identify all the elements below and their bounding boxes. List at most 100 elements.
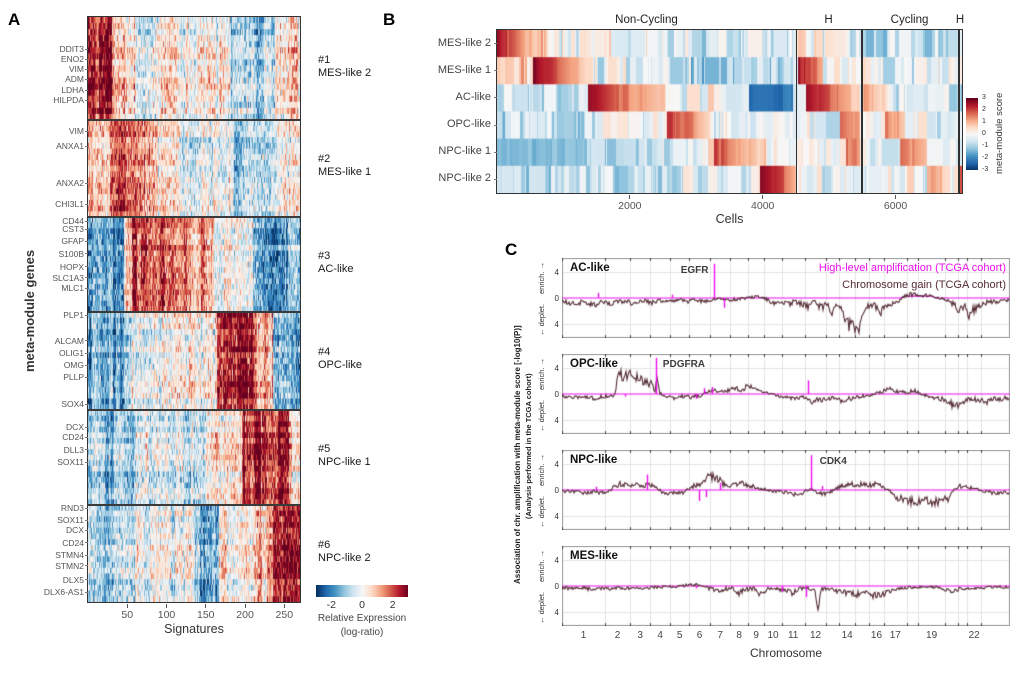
cluster-name: MES-like 1 [318, 166, 372, 179]
panel-b-section-divider [861, 30, 863, 193]
panel-a-x-tick [126, 604, 128, 608]
gene-tick [85, 253, 88, 255]
chromosome-label-8: 8 [736, 630, 742, 641]
gene-label: DLL3 [63, 444, 84, 455]
gene-tick [85, 314, 88, 316]
deplet-label: ← deplet. [537, 591, 546, 624]
panel-b-colorbar-tick: 0 [982, 130, 986, 137]
panel-c-x-axis-label: Chromosome [749, 646, 823, 660]
gene-label: ANXA2 [56, 178, 84, 189]
panel-b-row-label: NPC-like 2 [438, 172, 491, 185]
panel-a-colorbar [316, 585, 408, 597]
chromosome-label-5: 5 [676, 630, 683, 641]
gene-tick [85, 461, 88, 463]
gene-tick [85, 554, 88, 556]
panel-a-x-tick-label: 150 [197, 609, 215, 621]
gene-label: PLLP [63, 372, 84, 383]
panel-b-row-label: AC-like [455, 90, 491, 103]
panel-a-x-tick-label: 250 [275, 609, 294, 621]
panel-a-x-tick-label: 200 [236, 609, 254, 621]
gene-label: ANXA1 [56, 141, 84, 152]
panel-c-plot-ac-like [562, 258, 1010, 338]
panel-b-colorbar [966, 98, 978, 170]
panel-a-x-tick-label: 50 [121, 609, 134, 621]
enrich-label: enrich. → [537, 549, 546, 582]
panel-b-row-tick [494, 124, 497, 126]
gene-tick [85, 145, 88, 147]
gene-label: CD24 [62, 432, 84, 443]
gene-label: MLC1 [61, 283, 84, 294]
gene-tick [85, 340, 88, 341]
panel-b-x-tick-label: 2000 [618, 200, 642, 212]
gene-label: ADM [65, 74, 84, 84]
panel-a-block-divider [88, 216, 300, 218]
gene-tick [85, 376, 88, 378]
gene-label: OLIG1 [58, 348, 84, 359]
annotation-pdgfra: PDGFRA [662, 359, 706, 371]
chromosome-label-19: 19 [926, 630, 938, 641]
panel-b-row-tick [494, 178, 497, 180]
gene-label: STMN4 [55, 550, 84, 561]
panel-c-y-tick-label: 4 [554, 319, 559, 329]
panel-b-row-tick [494, 97, 497, 99]
chromosome-label-3: 3 [637, 630, 643, 641]
gene-label: RND3 [60, 503, 84, 514]
subplot-title-ac-like: AC-like [570, 262, 610, 274]
panel-c-y-tick-label: 4 [554, 556, 559, 566]
panel-a-x-axis-label: Signatures [164, 622, 224, 636]
gene-tick [85, 78, 88, 80]
cluster-number: #2 [318, 153, 331, 166]
gene-label: VIM [68, 64, 84, 75]
chromosome-label-2: 2 [614, 630, 621, 641]
panel-c-y-tick-label: 0 [554, 294, 559, 303]
panel-b-section-divider [958, 30, 960, 193]
cluster-number: #1 [318, 53, 331, 66]
panel-a-colorbar-tick: 0 [359, 599, 365, 611]
gene-tick [85, 89, 88, 91]
panel-b-x-tick [895, 195, 897, 199]
panel-b-x-tick [629, 195, 631, 199]
cluster-number: #4 [318, 346, 331, 359]
panel-b-x-tick [762, 195, 764, 199]
panel-c-y-axis-label-line1: Association of chr. amplification with m… [513, 325, 522, 584]
gene-tick [85, 579, 88, 581]
panel-c-plot-mes-like [562, 546, 1010, 626]
chromosome-label-11: 11 [787, 630, 799, 641]
chromosome-label-14: 14 [841, 630, 853, 641]
panel-c-y-tick-label: 4 [554, 364, 559, 374]
gene-tick [85, 240, 88, 242]
gene-tick [85, 426, 88, 428]
panel-b-section-label-2: Cycling [890, 14, 929, 26]
gene-tick [85, 228, 88, 230]
gene-label: LDHA [61, 85, 84, 96]
cluster-label: #2 MES-like 1 [318, 153, 371, 179]
gene-label: GFAP [61, 236, 84, 247]
gene-label: VIM [68, 126, 84, 137]
gene-label: S100B [58, 248, 84, 259]
subplot-title-opc-like: OPC-like [570, 358, 618, 370]
panel-c-plot-npc-like [562, 450, 1010, 530]
legend-chromosome-gain: Chromosome gain (TCGA cohort) [842, 279, 1006, 291]
gene-label: SLC1A3 [52, 272, 84, 283]
panel-b-letter: B [383, 10, 396, 29]
enrich-label: enrich. → [537, 261, 546, 294]
gene-tick [85, 266, 88, 268]
panel-b-x-axis-label: Cells [715, 212, 744, 226]
enrich-label: enrich. → [537, 357, 546, 390]
chromosome-label-12: 12 [810, 630, 822, 641]
cluster-label: #6 NPC-like 2 [318, 539, 371, 565]
gene-tick [85, 364, 88, 366]
gene-label: CD24 [62, 537, 84, 548]
annotation-egfr: EGFR [680, 265, 709, 277]
panel-b-row-label: MES-like 1 [437, 63, 491, 76]
chromosome-label-7: 7 [717, 630, 723, 641]
gene-label: STMN2 [55, 560, 84, 571]
annotation-cdk4: CDK4 [819, 455, 847, 467]
panel-a-block-divider [88, 311, 300, 313]
gene-tick [85, 277, 88, 279]
gene-tick [85, 220, 88, 222]
gene-tick [85, 542, 88, 544]
panel-a-block-divider [88, 409, 300, 411]
gene-tick [85, 591, 88, 593]
cluster-name: AC-like [318, 262, 354, 275]
